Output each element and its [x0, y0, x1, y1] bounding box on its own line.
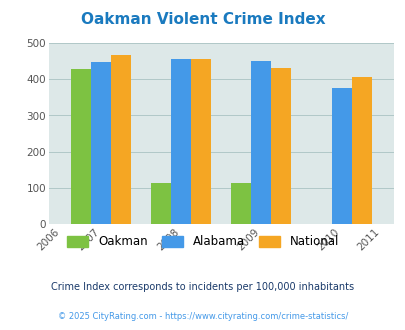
Bar [271, 68, 291, 224]
Bar [331, 88, 351, 224]
Text: Oakman Violent Crime Index: Oakman Violent Crime Index [81, 12, 324, 27]
Legend: Oakman, Alabama, National: Oakman, Alabama, National [62, 231, 343, 253]
Bar [151, 183, 171, 224]
Text: Crime Index corresponds to incidents per 100,000 inhabitants: Crime Index corresponds to incidents per… [51, 282, 354, 292]
Bar [191, 59, 211, 224]
Text: © 2025 CityRating.com - https://www.cityrating.com/crime-statistics/: © 2025 CityRating.com - https://www.city… [58, 312, 347, 321]
Bar [91, 62, 111, 224]
Bar [351, 77, 371, 224]
Bar [111, 54, 131, 224]
Bar [171, 59, 191, 224]
Bar [231, 183, 251, 224]
Bar [70, 69, 91, 224]
Bar [251, 61, 271, 224]
